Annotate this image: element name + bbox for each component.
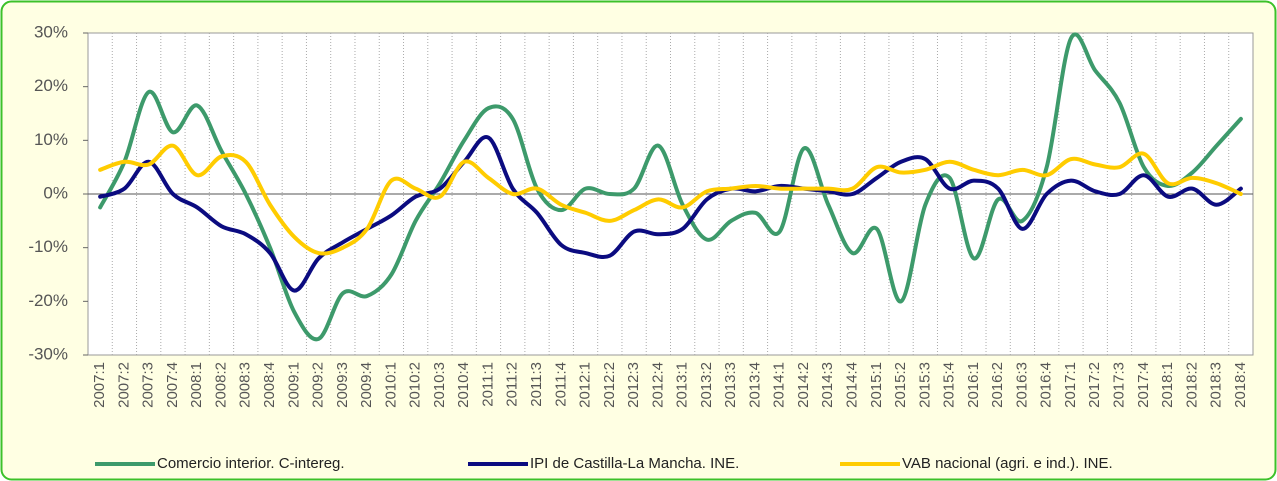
- x-tick-label: 2011:1: [479, 362, 496, 407]
- x-tick-label: 2018:4: [1232, 362, 1249, 408]
- x-tick-label: 2012:4: [649, 362, 666, 408]
- x-tick-label: 2013:2: [698, 362, 715, 408]
- y-tick-label: 30%: [34, 22, 68, 41]
- x-tick-label: 2016:3: [1013, 362, 1030, 408]
- x-tick-label: 2007:2: [115, 362, 132, 408]
- x-tick-label: 2012:2: [601, 362, 618, 408]
- x-tick-label: 2015:4: [941, 362, 958, 408]
- x-tick-label: 2009:4: [358, 362, 375, 408]
- x-tick-label: 2016:2: [989, 362, 1006, 408]
- x-tick-label: 2017:2: [1086, 362, 1103, 408]
- x-tick-label: 2018:1: [1159, 362, 1176, 408]
- y-tick-label: -20%: [28, 291, 68, 310]
- x-tick-label: 2014:1: [771, 362, 788, 408]
- x-tick-label: 2013:3: [722, 362, 739, 408]
- series-line: [98, 135, 1243, 293]
- x-tick-label: 2014:3: [819, 362, 836, 408]
- x-tick-label: 2012:1: [577, 362, 594, 408]
- y-tick-label: -10%: [28, 237, 68, 256]
- x-tick-label: 2007:4: [164, 362, 181, 408]
- x-tick-label: 2007:3: [140, 362, 157, 408]
- labels: 2007:1 2007:2 2007:3 2007:4 2008:1 2008:2 2008…: [28, 22, 1249, 471]
- grid: [83, 32, 1253, 356]
- x-tick-label: 2010:2: [407, 362, 424, 408]
- x-tick-label: 2008:3: [237, 362, 254, 408]
- series-line: [98, 143, 1243, 256]
- x-tick-label: 2008:2: [212, 362, 229, 408]
- x-tick-label: 2010:1: [382, 362, 399, 408]
- y-tick-label: 20%: [34, 76, 68, 95]
- x-tick-label: 2014:2: [795, 362, 812, 408]
- y-tick-label: 10%: [34, 130, 68, 149]
- x-tick-label: 2015:1: [868, 362, 885, 408]
- x-tick-label: 2012:3: [625, 362, 642, 408]
- x-tick-label: 2011:2: [504, 362, 521, 407]
- legend-label: IPI de Castilla-La Mancha. INE.: [530, 455, 739, 472]
- x-tick-label: 2011:4: [552, 362, 569, 407]
- x-tick-label: 2018:3: [1208, 362, 1225, 408]
- x-tick-label: 2007:1: [91, 362, 108, 408]
- x-tick-label: 2017:3: [1110, 362, 1127, 408]
- x-tick-label: 2008:4: [261, 362, 278, 408]
- y-tick-label: 0%: [43, 183, 68, 202]
- x-tick-label: 2009:1: [285, 362, 302, 408]
- x-tick-label: 2018:2: [1183, 362, 1200, 408]
- y-tick-label: -30%: [28, 344, 68, 363]
- x-tick-label: 2014:4: [844, 362, 861, 408]
- x-tick-label: 2008:1: [188, 362, 205, 408]
- x-tick-label: 2010:3: [431, 362, 448, 408]
- x-tick-label: 2017:4: [1135, 362, 1152, 408]
- legend-label: VAB nacional (agri. e ind.). INE.: [902, 455, 1113, 472]
- x-tick-label: 2016:1: [965, 362, 982, 408]
- x-tick-label: 2015:3: [916, 362, 933, 408]
- x-tick-label: 2009:2: [310, 362, 327, 408]
- x-tick-label: 2016:4: [1038, 362, 1055, 408]
- legend-label: Comercio interior. C-intereg.: [157, 455, 345, 472]
- x-tick-label: 2013:4: [746, 362, 763, 408]
- lines: [98, 32, 1243, 342]
- x-tick-label: 2010:4: [455, 362, 472, 408]
- x-tick-label: 2009:3: [334, 362, 351, 408]
- x-tick-label: 2017:1: [1062, 362, 1079, 408]
- x-tick-label: 2015:2: [892, 362, 909, 408]
- x-tick-label: 2013:1: [674, 362, 691, 408]
- x-tick-label: 2011:3: [528, 362, 545, 407]
